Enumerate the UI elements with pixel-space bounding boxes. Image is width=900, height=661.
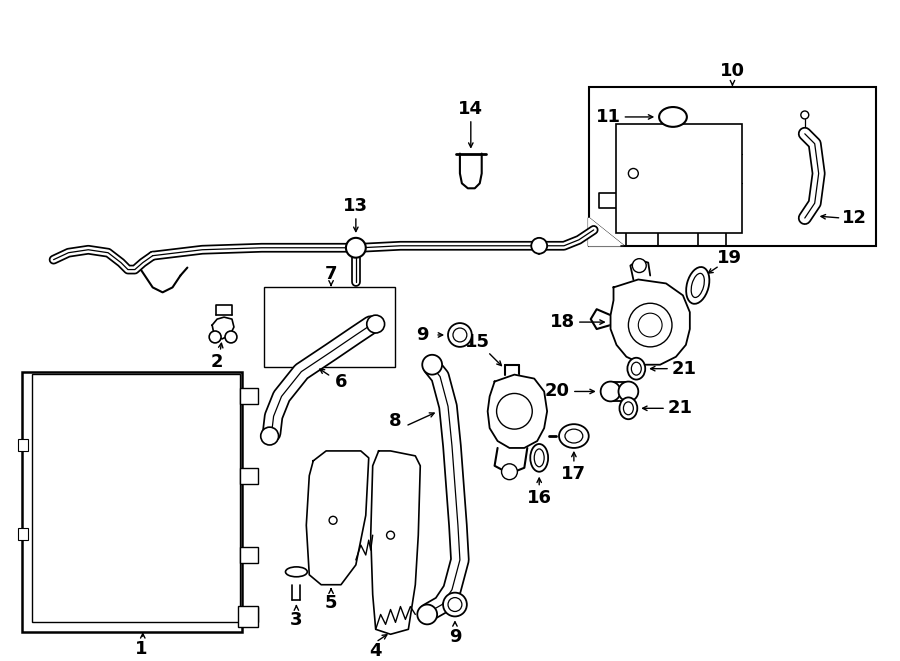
Text: 1: 1: [134, 640, 147, 658]
Text: 11: 11: [596, 108, 621, 126]
Circle shape: [225, 331, 237, 343]
Circle shape: [346, 238, 365, 258]
Text: 20: 20: [544, 383, 570, 401]
Text: 9: 9: [416, 326, 428, 344]
Text: 17: 17: [562, 465, 587, 483]
Bar: [240, 389, 257, 405]
Polygon shape: [589, 218, 624, 246]
Bar: [240, 468, 257, 484]
Bar: [264, 288, 395, 367]
Circle shape: [497, 393, 532, 429]
Circle shape: [443, 593, 467, 617]
Bar: [240, 607, 257, 623]
Text: 3: 3: [290, 611, 302, 629]
Circle shape: [422, 355, 442, 375]
Ellipse shape: [559, 424, 589, 448]
Circle shape: [531, 238, 547, 254]
Ellipse shape: [535, 449, 544, 467]
Polygon shape: [488, 375, 547, 448]
Ellipse shape: [627, 358, 645, 379]
Bar: [238, 605, 257, 627]
Polygon shape: [371, 451, 420, 635]
Ellipse shape: [659, 107, 687, 127]
Ellipse shape: [624, 402, 634, 414]
Text: 7: 7: [325, 264, 338, 282]
Text: 8: 8: [389, 412, 401, 430]
Bar: [589, 87, 876, 246]
Ellipse shape: [285, 567, 307, 577]
Bar: [18, 439, 28, 451]
Circle shape: [448, 323, 472, 347]
Circle shape: [367, 315, 384, 333]
Circle shape: [600, 381, 620, 401]
Ellipse shape: [530, 444, 548, 472]
Text: 10: 10: [720, 62, 745, 81]
Circle shape: [261, 427, 278, 445]
Ellipse shape: [686, 267, 709, 304]
Text: 15: 15: [465, 333, 491, 351]
Text: 16: 16: [526, 488, 552, 506]
Circle shape: [638, 313, 662, 337]
Circle shape: [448, 598, 462, 611]
Polygon shape: [610, 280, 689, 365]
Circle shape: [453, 328, 467, 342]
Bar: [32, 373, 240, 623]
Circle shape: [329, 516, 337, 524]
Text: 21: 21: [671, 360, 697, 377]
Text: 13: 13: [344, 197, 368, 215]
Text: 2: 2: [211, 353, 223, 371]
Circle shape: [618, 381, 638, 401]
Ellipse shape: [619, 397, 637, 419]
Circle shape: [628, 169, 638, 178]
Bar: [240, 547, 257, 563]
Circle shape: [633, 258, 646, 272]
Text: 5: 5: [325, 594, 338, 611]
Ellipse shape: [632, 362, 642, 375]
Bar: [616, 124, 742, 233]
Ellipse shape: [565, 429, 583, 443]
Ellipse shape: [691, 274, 705, 297]
Text: 18: 18: [551, 313, 575, 331]
Circle shape: [801, 111, 809, 119]
Circle shape: [418, 605, 437, 625]
Text: 9: 9: [449, 628, 461, 646]
Circle shape: [628, 303, 672, 347]
Circle shape: [209, 331, 221, 343]
Circle shape: [387, 531, 394, 539]
Text: 19: 19: [717, 249, 742, 266]
Circle shape: [501, 464, 518, 480]
Text: 14: 14: [458, 100, 483, 118]
Text: 21: 21: [668, 399, 692, 417]
Bar: [18, 528, 28, 540]
Polygon shape: [306, 451, 369, 585]
Bar: [22, 371, 242, 633]
Text: 4: 4: [369, 642, 382, 660]
Text: 6: 6: [335, 373, 347, 391]
Text: 12: 12: [842, 209, 867, 227]
